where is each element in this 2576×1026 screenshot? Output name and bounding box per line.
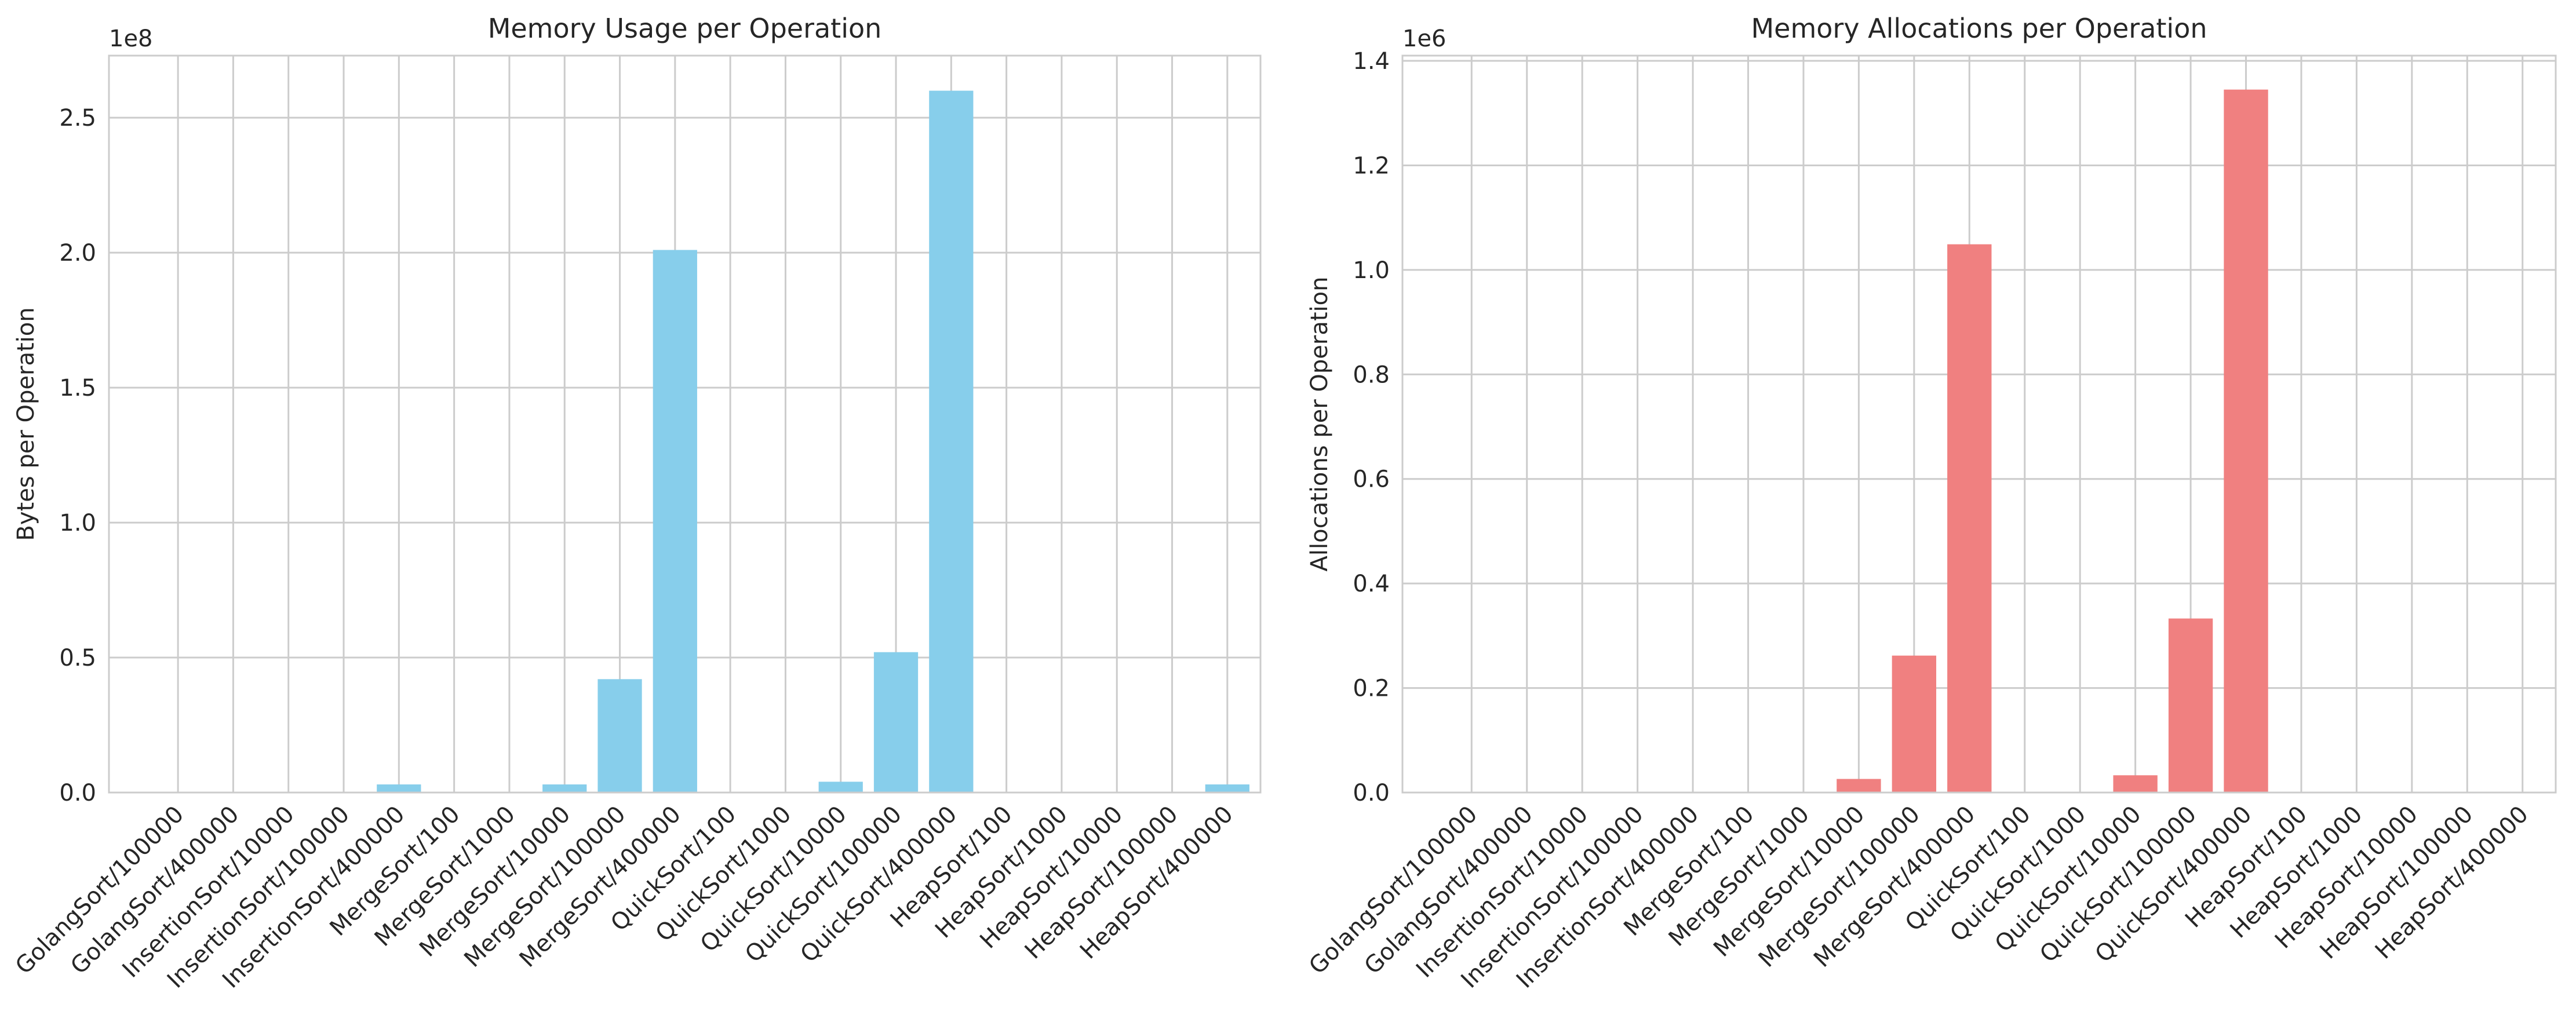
bar bbox=[542, 784, 587, 793]
bar bbox=[1837, 779, 1881, 793]
bars bbox=[377, 90, 1249, 793]
y-tick-label: 1.2 bbox=[1353, 152, 1390, 179]
bar bbox=[818, 782, 863, 793]
plot-frame bbox=[1401, 54, 2557, 794]
bars bbox=[1837, 89, 2268, 793]
y-tick-label: 0.8 bbox=[1353, 362, 1390, 388]
bar bbox=[1205, 784, 1249, 793]
y-ticks: 0.0 0.5 1.0 1.5 2.0 2.5 bbox=[59, 105, 96, 806]
y-axis-offset-text: 1e8 bbox=[109, 25, 153, 52]
x-ticks: GolangSort/100000GolangSort/400000Insert… bbox=[1304, 801, 2534, 994]
plot-frame bbox=[108, 54, 1262, 794]
memory-usage-chart: Memory Usage per Operation Bytes per Ope… bbox=[10, 13, 1262, 994]
bar bbox=[929, 90, 974, 793]
y-tick-label: 1.4 bbox=[1353, 48, 1390, 75]
y-tick-label: 0.6 bbox=[1353, 466, 1390, 493]
y-tick-label: 0.4 bbox=[1353, 571, 1390, 597]
bar bbox=[1947, 244, 1992, 793]
y-tick-label: 0.0 bbox=[1353, 780, 1390, 806]
y-tick-label: 1.5 bbox=[59, 375, 96, 401]
bar bbox=[873, 652, 919, 793]
bar bbox=[2113, 775, 2158, 793]
bar bbox=[2224, 89, 2268, 793]
y-tick-label: 0.0 bbox=[59, 780, 96, 806]
y-tick-label: 0.2 bbox=[1353, 676, 1390, 702]
bar bbox=[1892, 655, 1937, 793]
y-tick-label: 0.5 bbox=[59, 645, 96, 671]
y-tick-label: 1.0 bbox=[59, 510, 96, 536]
y-tick-label: 2.5 bbox=[59, 105, 96, 132]
y-axis-label: Allocations per Operation bbox=[1306, 277, 1333, 572]
bar bbox=[597, 679, 642, 793]
y-ticks: 0.0 0.2 0.4 0.6 0.8 1.0 1.2 1.4 bbox=[1353, 48, 1390, 806]
y-axis-label: Bytes per Operation bbox=[13, 307, 39, 541]
bar bbox=[2168, 618, 2213, 793]
x-ticks: GolangSort/100000GolangSort/400000Insert… bbox=[10, 801, 1238, 994]
bar bbox=[377, 784, 421, 793]
chart-title: Memory Allocations per Operation bbox=[1751, 13, 2207, 44]
memory-allocations-chart: Memory Allocations per Operation Allocat… bbox=[1304, 13, 2557, 994]
y-tick-label: 1.0 bbox=[1353, 257, 1390, 284]
gridlines bbox=[109, 56, 1260, 794]
y-axis-offset-text: 1e6 bbox=[1402, 25, 1447, 52]
chart-title: Memory Usage per Operation bbox=[488, 13, 882, 44]
bar bbox=[653, 250, 697, 793]
y-tick-label: 2.0 bbox=[59, 240, 96, 266]
